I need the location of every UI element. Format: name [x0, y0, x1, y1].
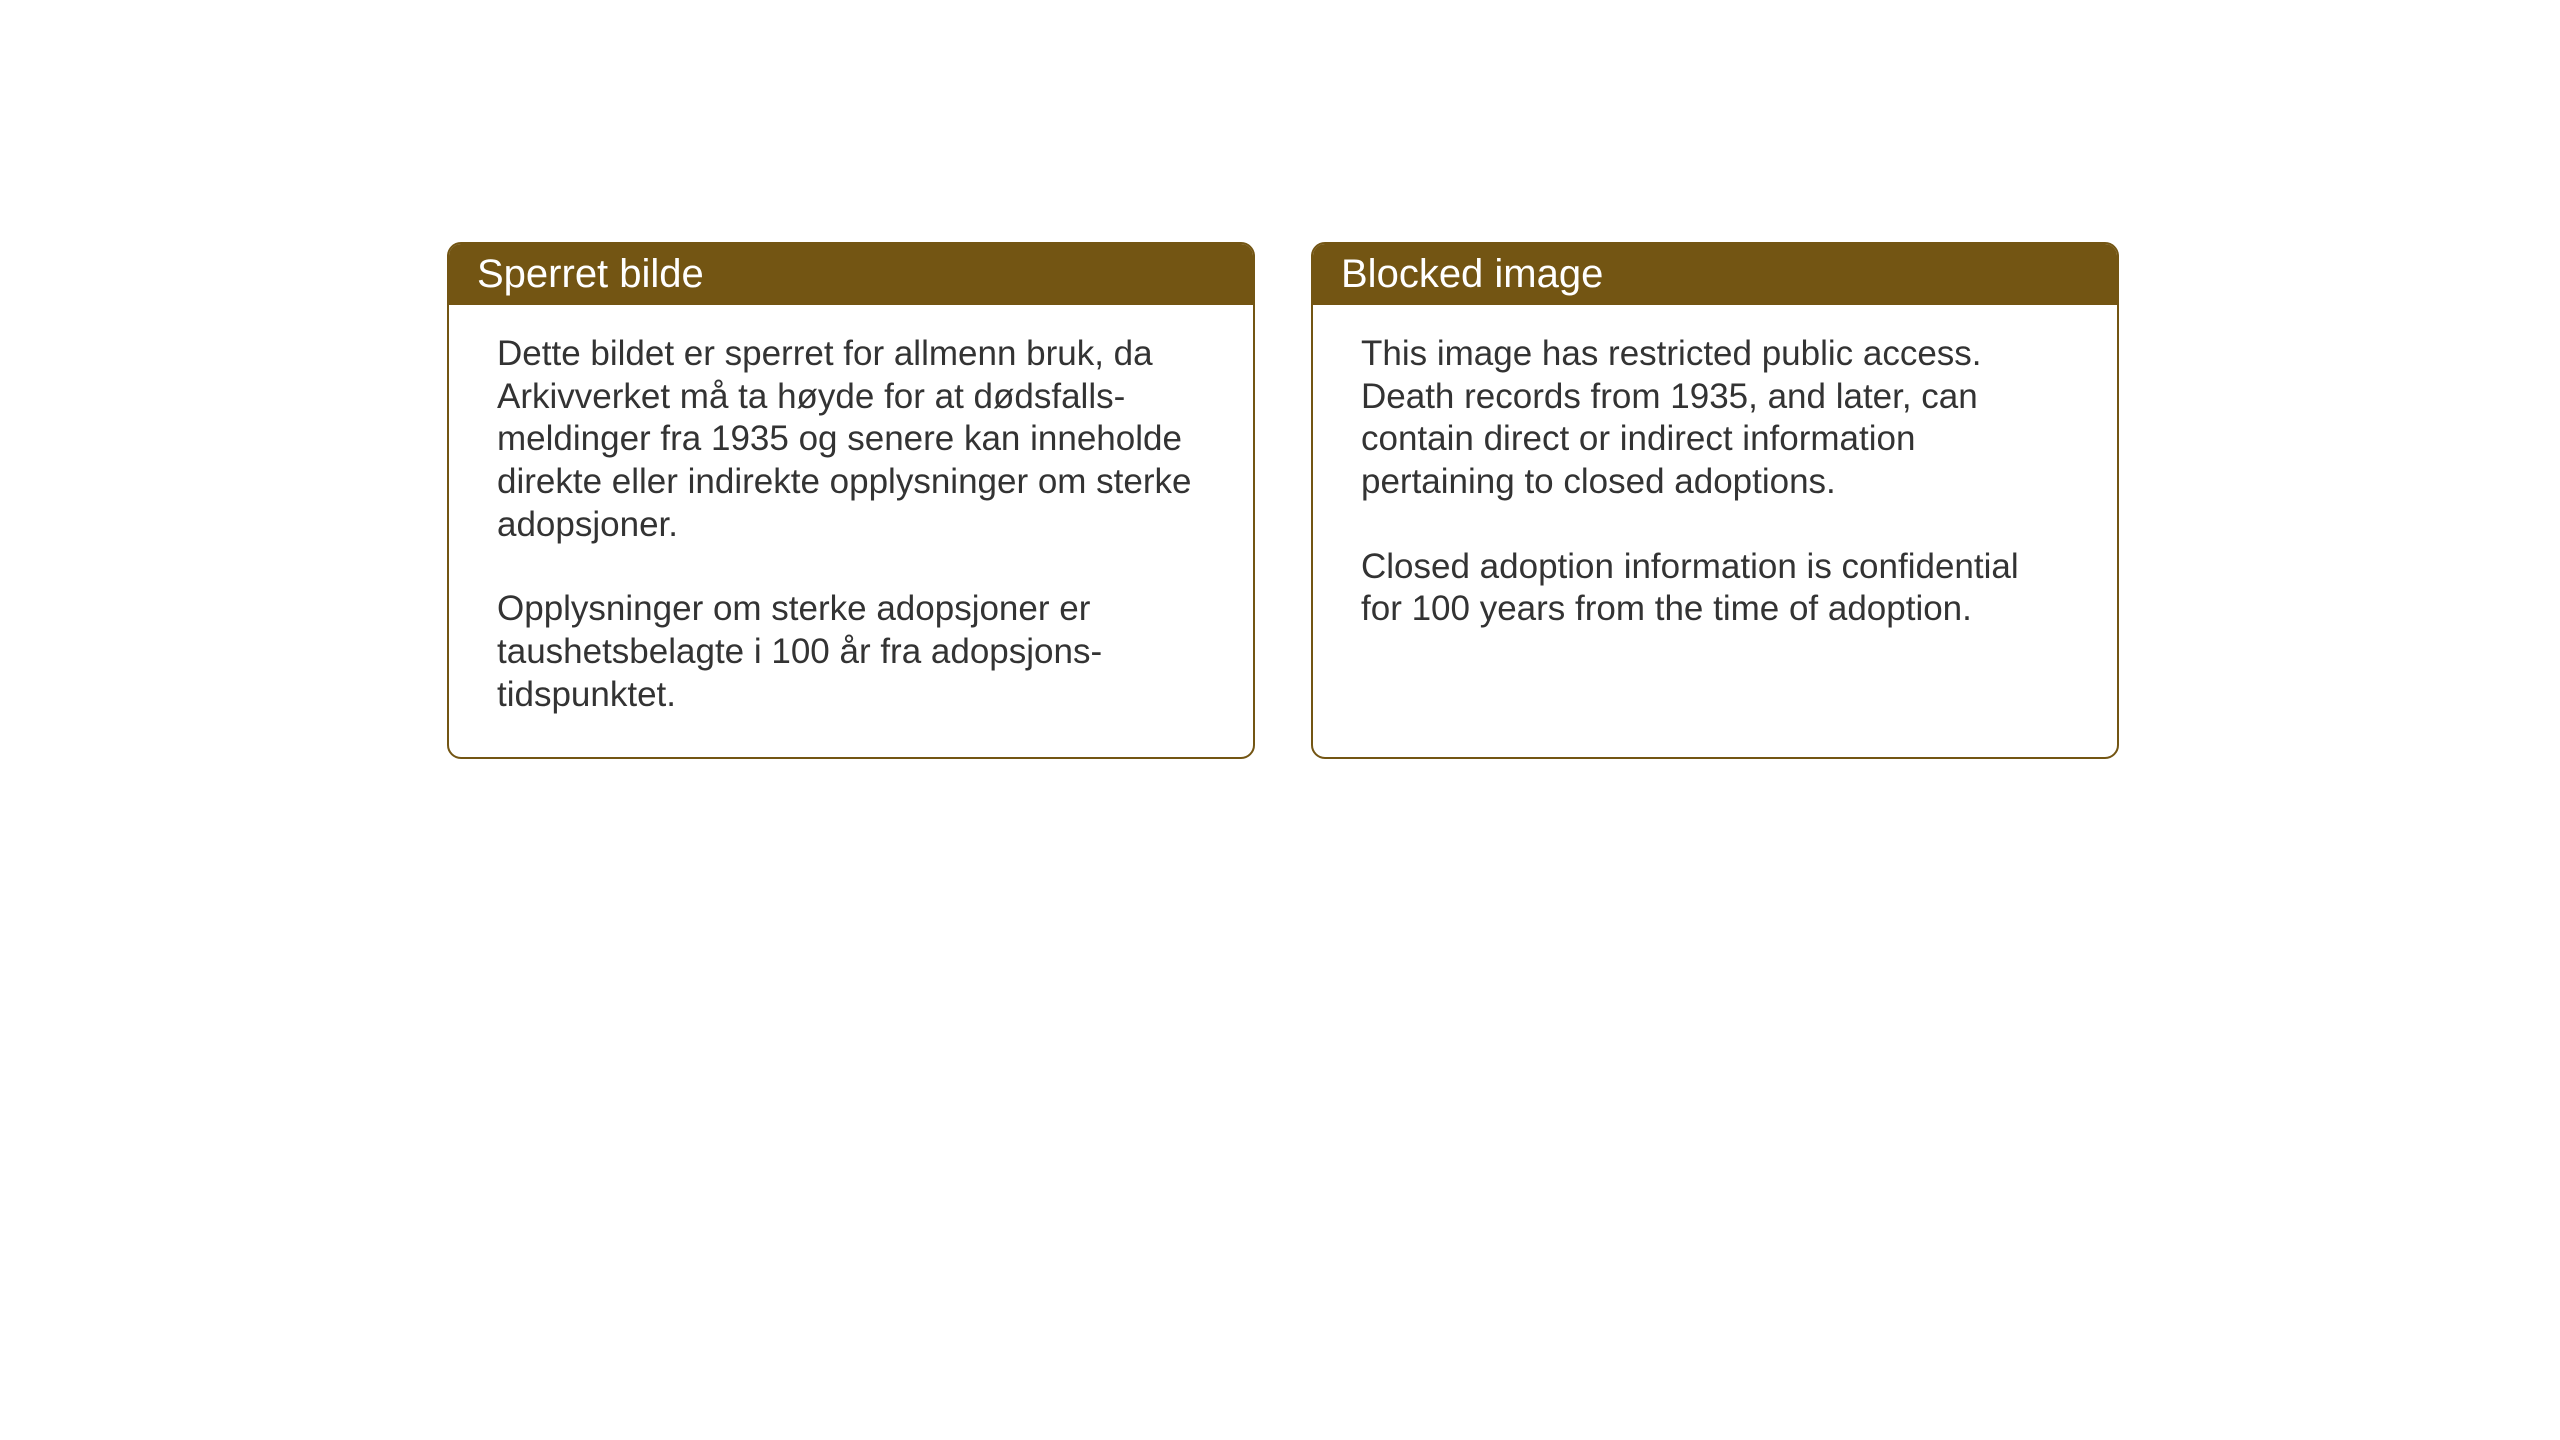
notice-card-english: Blocked image This image has restricted … — [1311, 242, 2119, 759]
notice-header-english: Blocked image — [1313, 244, 2117, 305]
notice-paragraph-2-norwegian: Opplysninger om sterke adopsjoner er tau… — [497, 588, 1205, 716]
notice-title-english: Blocked image — [1341, 252, 1603, 296]
notice-body-english: This image has restricted public access.… — [1313, 305, 2117, 745]
notice-card-norwegian: Sperret bilde Dette bildet er sperret fo… — [447, 242, 1255, 759]
notice-body-norwegian: Dette bildet er sperret for allmenn bruk… — [449, 305, 1253, 757]
notice-container: Sperret bilde Dette bildet er sperret fo… — [447, 242, 2119, 759]
notice-paragraph-1-norwegian: Dette bildet er sperret for allmenn bruk… — [497, 333, 1205, 546]
notice-title-norwegian: Sperret bilde — [477, 252, 704, 296]
notice-paragraph-1-english: This image has restricted public access.… — [1361, 333, 2069, 504]
notice-paragraph-2-english: Closed adoption information is confident… — [1361, 546, 2069, 631]
notice-header-norwegian: Sperret bilde — [449, 244, 1253, 305]
